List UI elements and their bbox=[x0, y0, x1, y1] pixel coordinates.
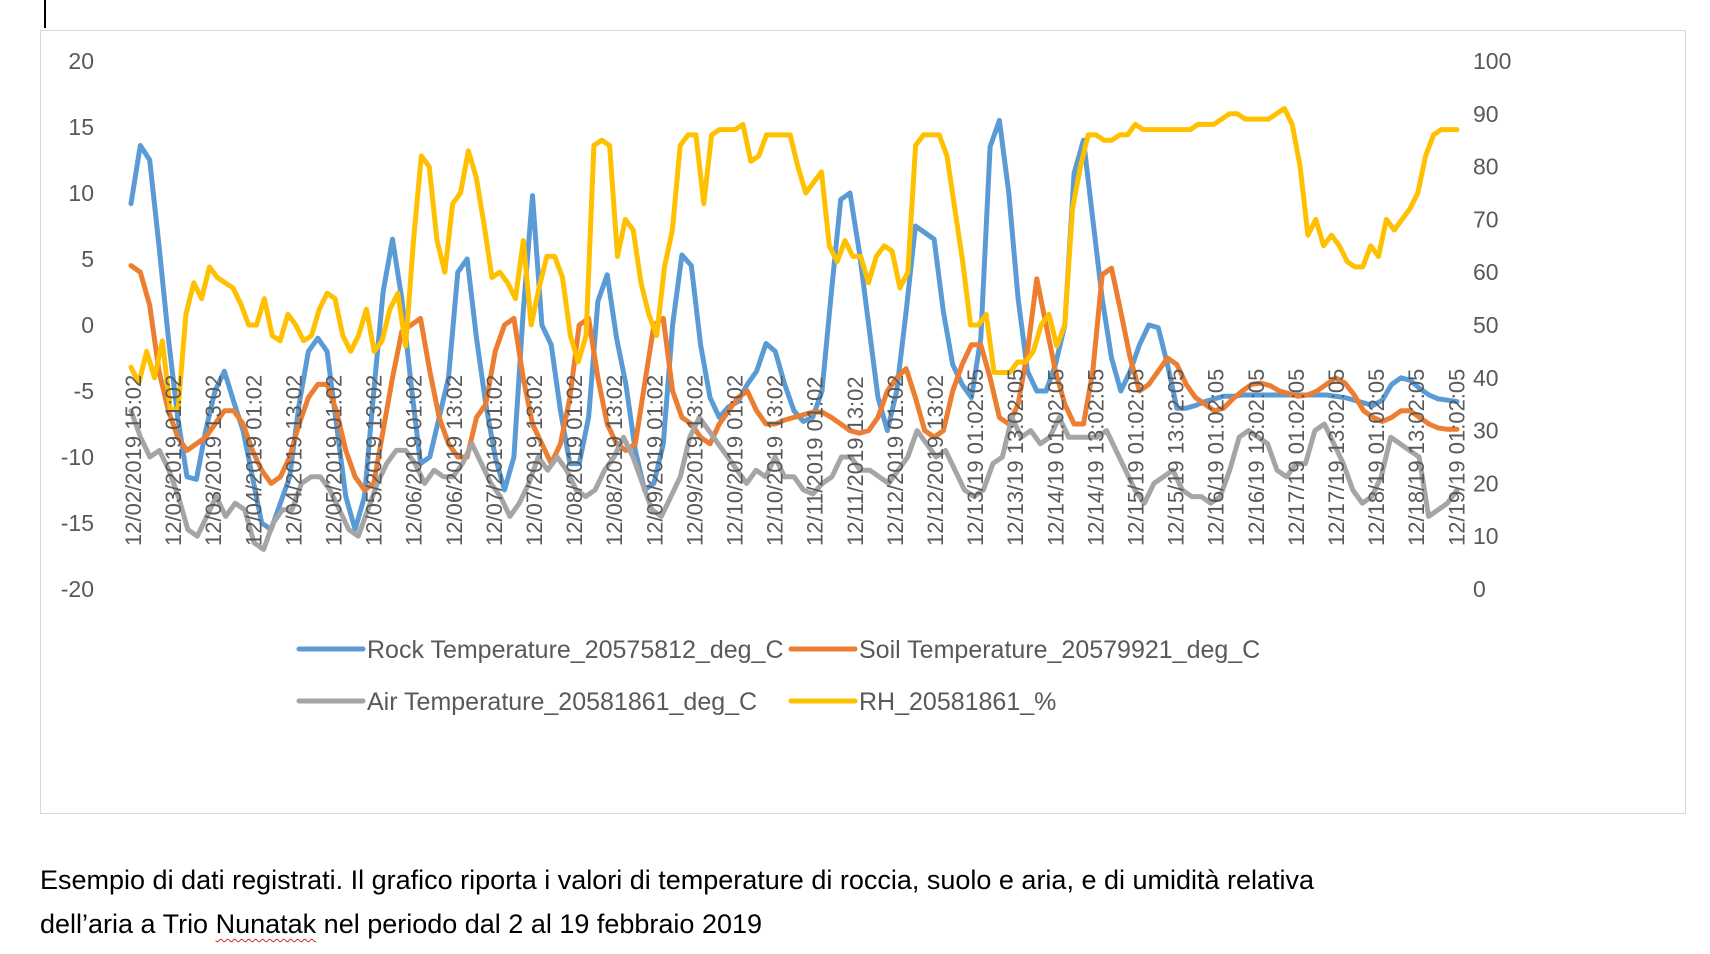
y-tick-label-right: 40 bbox=[1473, 365, 1499, 391]
y-tick-label-right: 0 bbox=[1473, 576, 1486, 602]
x-tick-label: 12/13/19 13:02:05 bbox=[1003, 369, 1028, 546]
x-tick-label: 12/06/2019 13:02 bbox=[442, 375, 467, 546]
x-tick-label: 12/05/2019 13:02 bbox=[362, 375, 387, 546]
legend-label: RH_20581861_% bbox=[859, 688, 1056, 716]
x-tick-label: 12/15/19 13:02:05 bbox=[1164, 369, 1189, 546]
legend-label: Soil Temperature_20579921_deg_C bbox=[859, 636, 1260, 664]
x-tick-label: 12/17/19 13:02:05 bbox=[1324, 369, 1349, 546]
y-tick-label-right: 10 bbox=[1473, 523, 1499, 549]
y-axis-left: 20 15 10 5 0 -5 -10 -15 -20 bbox=[61, 48, 94, 602]
legend: Rock Temperature_20575812_deg_C Soil Temp… bbox=[296, 636, 1260, 716]
caption-line-1: Esempio di dati registrati. Il grafico r… bbox=[40, 865, 1315, 895]
x-tick-label: 12/16/19 13:02:05 bbox=[1244, 369, 1269, 546]
y-tick-label-left: -10 bbox=[61, 444, 94, 470]
x-axis: 12/02/2019 15:02 12/03/2019 01:02 12/03/20… bbox=[121, 369, 1469, 546]
x-tick-label: 12/13/19 01:02:05 bbox=[963, 369, 988, 546]
y-tick-label-right: 50 bbox=[1473, 312, 1499, 338]
x-tick-label: 12/14/19 01:02:05 bbox=[1043, 369, 1068, 546]
y-tick-label-right: 100 bbox=[1473, 48, 1511, 74]
series-line-soil-temperature-20579921-deg-c bbox=[128, 263, 1460, 493]
y-tick-label-right: 90 bbox=[1473, 101, 1499, 127]
x-tick-label: 12/11/2019 13:02 bbox=[843, 376, 868, 546]
x-tick-label: 12/09/2019 01:02 bbox=[642, 375, 667, 546]
x-tick-label: 12/07/2019 13:02 bbox=[522, 375, 547, 546]
y-tick-label-left: 10 bbox=[68, 180, 94, 206]
legend-label: Rock Temperature_20575812_deg_C bbox=[367, 636, 784, 664]
y-tick-label-left: -5 bbox=[74, 378, 94, 404]
series-line-rh-20581861 bbox=[128, 106, 1460, 412]
x-tick-label: 12/18/19 01:02:05 bbox=[1364, 369, 1389, 546]
y-tick-label-left: 0 bbox=[81, 312, 94, 338]
y-tick-label-left: 20 bbox=[68, 48, 94, 74]
y-tick-label-left: 5 bbox=[81, 246, 94, 272]
y-tick-label-left: 15 bbox=[68, 114, 94, 140]
x-tick-label: 12/12/2019 01:02 bbox=[883, 375, 908, 546]
x-tick-label: 12/09/2019 13:02 bbox=[682, 375, 707, 546]
x-tick-label: 12/17/19 01:02:05 bbox=[1284, 369, 1309, 546]
x-tick-label: 12/14/19 13:02:05 bbox=[1083, 369, 1108, 546]
x-tick-label: 12/16/19 01:02:05 bbox=[1204, 369, 1229, 546]
x-tick-label: 12/15/19 01:02:05 bbox=[1124, 369, 1149, 546]
caption-line-2-prefix: dell’aria a Trio bbox=[40, 909, 216, 939]
caption-line-2-suffix: nel periodo dal 2 al 19 febbraio 2019 bbox=[316, 909, 763, 939]
y-tick-label-right: 70 bbox=[1473, 206, 1499, 232]
series-lines bbox=[128, 106, 1460, 552]
y-tick-label-left: -15 bbox=[61, 510, 94, 536]
x-tick-label: 12/19/19 01:02:05 bbox=[1444, 369, 1469, 546]
x-tick-label: 12/04/2019 13:02 bbox=[281, 375, 306, 546]
x-tick-label: 12/04/2019 01:02 bbox=[241, 375, 266, 546]
y-tick-label-right: 20 bbox=[1473, 470, 1499, 496]
x-tick-label: 12/11/2019 01:02 bbox=[803, 376, 828, 546]
y-tick-label-left: -20 bbox=[61, 576, 94, 602]
y-tick-label-right: 80 bbox=[1473, 154, 1499, 180]
x-tick-label: 12/03/2019 01:02 bbox=[161, 375, 186, 546]
x-tick-label: 12/07/2019 01:02 bbox=[482, 375, 507, 546]
x-tick-label: 12/12/2019 13:02 bbox=[923, 375, 948, 546]
caption-line-2: dell’aria a Trio Nunatak nel periodo dal… bbox=[40, 902, 1680, 946]
x-tick-label: 12/18/19 13:02:05 bbox=[1404, 369, 1429, 546]
legend-label: Air Temperature_20581861_deg_C bbox=[367, 688, 757, 716]
x-tick-label: 12/10/2019 01:02 bbox=[723, 375, 748, 546]
x-tick-label: 12/02/2019 15:02 bbox=[121, 375, 146, 546]
x-tick-label: 12/08/2019 01:02 bbox=[562, 375, 587, 546]
x-tick-label: 12/10/2019 13:02 bbox=[763, 375, 788, 546]
x-tick-label: 12/03/2019 13:02 bbox=[201, 375, 226, 546]
x-tick-label: 12/06/2019 01:02 bbox=[402, 375, 427, 546]
x-tick-label: 12/08/2019 13:02 bbox=[602, 375, 627, 546]
figure-caption: Esempio di dati registrati. Il grafico r… bbox=[40, 858, 1680, 946]
x-tick-label: 12/05/2019 01:02 bbox=[322, 375, 347, 546]
series-line-air-temperature-20581861-deg-c bbox=[128, 408, 1460, 552]
y-tick-label-right: 60 bbox=[1473, 259, 1499, 285]
text-cursor bbox=[44, 0, 46, 28]
chart-area: 20 15 10 5 0 -5 -10 -15 -20 100 90 80 70 60 50 40 30 20 1… bbox=[40, 30, 1686, 814]
spellcheck-flagged-word[interactable]: Nunatak bbox=[215, 909, 317, 939]
y-tick-label-right: 30 bbox=[1473, 418, 1499, 444]
